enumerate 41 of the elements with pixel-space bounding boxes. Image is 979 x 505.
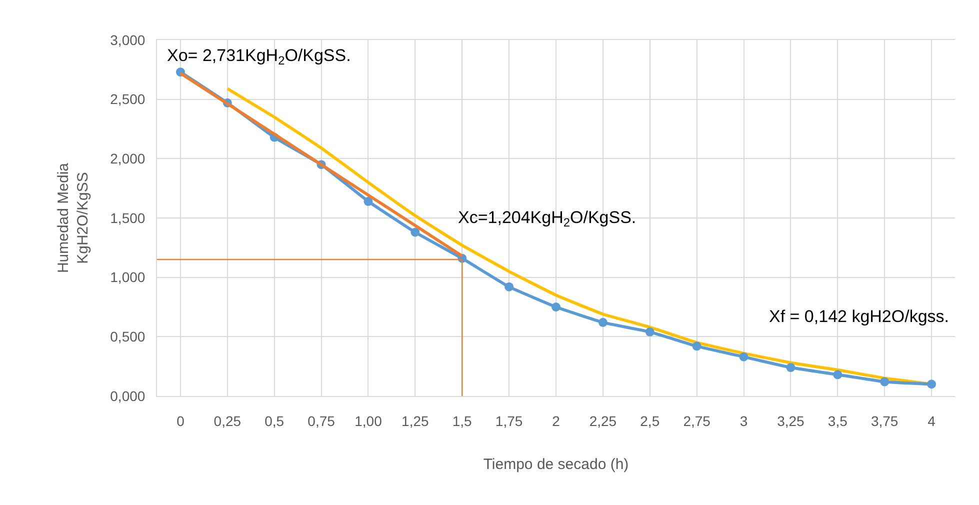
x-tick-label: 2 [552,412,560,429]
x-tick-label: 1,00 [354,412,382,429]
y-tick-label: 2,000 [110,150,146,167]
x-tick-label: 0,25 [214,412,242,429]
point [880,377,890,386]
x-tick-label: 3,5 [828,412,848,429]
annotation: Xc=1,204KgH$_{2}$O/KgSS. [458,208,636,230]
x-tick-label: 0,75 [308,412,336,429]
point [692,342,702,351]
x-tick-label: 3,25 [777,412,805,429]
y-tick-label: 3,000 [110,32,146,48]
annotation: Xf = 0,142 kgH2O/kgss. [769,307,950,326]
annotation: Xo= 2,731KgH$_{2}$O/KgSS. [167,46,351,68]
point [364,196,373,206]
x-tick-label: 2,25 [589,412,617,429]
x-tick-label: 3,75 [870,412,898,429]
x-tick-label: 4 [928,412,936,429]
y-tick-label: 2,500 [110,91,146,108]
x-tick-label: 2,5 [640,412,660,429]
y-tick-label: 0,000 [110,388,146,404]
y-axis-title: Humedad Media KgH2O/KgSS [54,162,92,274]
x-tick-label: 0,5 [264,412,284,429]
point [504,282,514,292]
point [410,228,420,237]
point [598,318,608,327]
point [927,380,936,389]
point [739,352,748,362]
point [833,370,842,380]
x-tick-label: 1,5 [452,412,472,429]
point [552,302,560,312]
x-tick-label: 3 [740,412,748,429]
point [786,363,796,372]
x-tick-label: 0 [176,412,185,429]
x-tick-label: 2,75 [683,412,711,429]
x-tick-label: 1,75 [495,412,523,429]
y-tick-label: 1,500 [110,210,146,226]
y-tick-label: 1,000 [110,269,146,286]
y-tick-label: 0,500 [110,328,146,345]
x-axis-title: Tiempo de secado (h) [483,456,629,473]
point [645,327,654,336]
x-tick-label: 1,25 [402,412,430,429]
